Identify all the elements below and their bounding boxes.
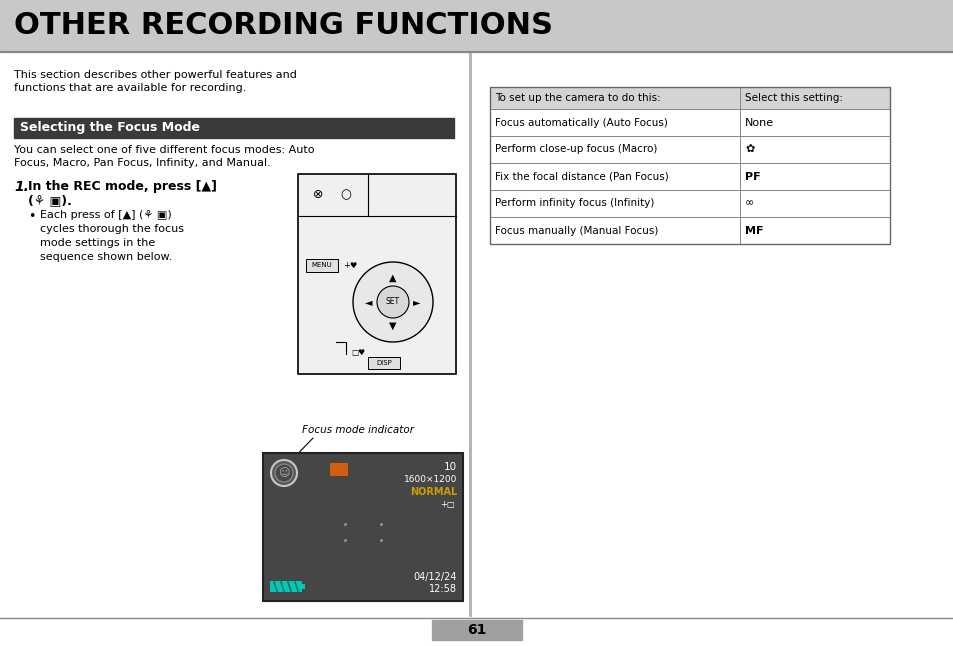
Bar	[490, 87, 889, 244]
Text: ▼: ▼	[389, 321, 396, 331]
Text: Fix the focal distance (Pan Focus): Fix the focal distance (Pan Focus)	[495, 171, 668, 182]
Text: You can select one of five different focus modes: Auto
Focus, Macro, Pan Focus, : You can select one of five different foc…	[14, 145, 314, 168]
Circle shape	[271, 460, 296, 486]
Text: ►: ►	[413, 297, 420, 307]
Text: Selecting the Focus Mode: Selecting the Focus Mode	[20, 121, 200, 134]
Circle shape	[274, 464, 293, 482]
Text: 1.: 1.	[14, 180, 29, 194]
Text: In the REC mode, press [▲]: In the REC mode, press [▲]	[28, 180, 216, 193]
Text: MF: MF	[744, 225, 762, 236]
Text: 04/12/24: 04/12/24	[413, 572, 456, 582]
Text: ☺: ☺	[278, 468, 290, 478]
Text: ▲: ▲	[389, 273, 396, 283]
Bar	[297, 174, 456, 374]
Text: NORMAL: NORMAL	[410, 487, 456, 497]
Text: DISP: DISP	[375, 360, 392, 366]
Bar	[263, 453, 462, 601]
Bar	[270, 581, 302, 592]
Circle shape	[376, 286, 409, 318]
Text: OTHER RECORDING FUNCTIONS: OTHER RECORDING FUNCTIONS	[14, 12, 553, 41]
Text: +♥: +♥	[342, 260, 356, 269]
Text: Focus mode indicator: Focus mode indicator	[302, 425, 414, 435]
Text: Perform infinity focus (Infinity): Perform infinity focus (Infinity)	[495, 198, 654, 209]
Bar	[306, 259, 337, 272]
Text: ○: ○	[340, 189, 351, 202]
Text: ∞: ∞	[744, 198, 754, 209]
Bar	[490, 190, 889, 217]
Bar	[0, 0, 953, 52]
Text: SET: SET	[386, 298, 399, 306]
Text: (⚘ ▣).: (⚘ ▣).	[28, 194, 71, 207]
Text: Select this setting:: Select this setting:	[744, 93, 842, 103]
Text: □♥: □♥	[351, 348, 365, 357]
Bar	[14, 118, 454, 138]
Text: Focus automatically (Auto Focus): Focus automatically (Auto Focus)	[495, 118, 667, 127]
Text: This section describes other powerful features and
functions that are available : This section describes other powerful fe…	[14, 70, 296, 93]
Text: +□: +□	[439, 501, 455, 510]
Bar	[490, 136, 889, 163]
Text: ◄: ◄	[365, 297, 373, 307]
Bar	[330, 463, 348, 476]
Text: PF: PF	[744, 171, 760, 182]
Text: MENU: MENU	[312, 262, 332, 268]
Text: ⊗: ⊗	[313, 189, 323, 202]
Text: 61: 61	[467, 623, 486, 637]
Circle shape	[353, 262, 433, 342]
Text: Focus manually (Manual Focus): Focus manually (Manual Focus)	[495, 225, 658, 236]
Bar	[368, 357, 399, 369]
Bar	[490, 109, 889, 136]
Text: Each press of [▲] (⚘ ▣)
cycles thorough the focus
mode settings in the
sequence : Each press of [▲] (⚘ ▣) cycles thorough …	[40, 210, 184, 262]
Text: To set up the camera to do this:: To set up the camera to do this:	[495, 93, 660, 103]
Bar	[490, 217, 889, 244]
Text: Perform close-up focus (Macro): Perform close-up focus (Macro)	[495, 145, 657, 154]
Text: None: None	[744, 118, 773, 127]
Text: ✿: ✿	[744, 145, 754, 154]
Text: 10: 10	[443, 462, 456, 472]
Bar	[432, 620, 521, 640]
Bar	[490, 87, 889, 109]
Text: [▲] (⚘  ▣): [▲] (⚘ ▣)	[350, 180, 407, 190]
Text: 12:58: 12:58	[429, 584, 456, 594]
Text: •: •	[28, 210, 35, 223]
Bar	[302, 584, 305, 589]
Bar	[490, 163, 889, 190]
Text: 1600×1200: 1600×1200	[403, 475, 456, 484]
